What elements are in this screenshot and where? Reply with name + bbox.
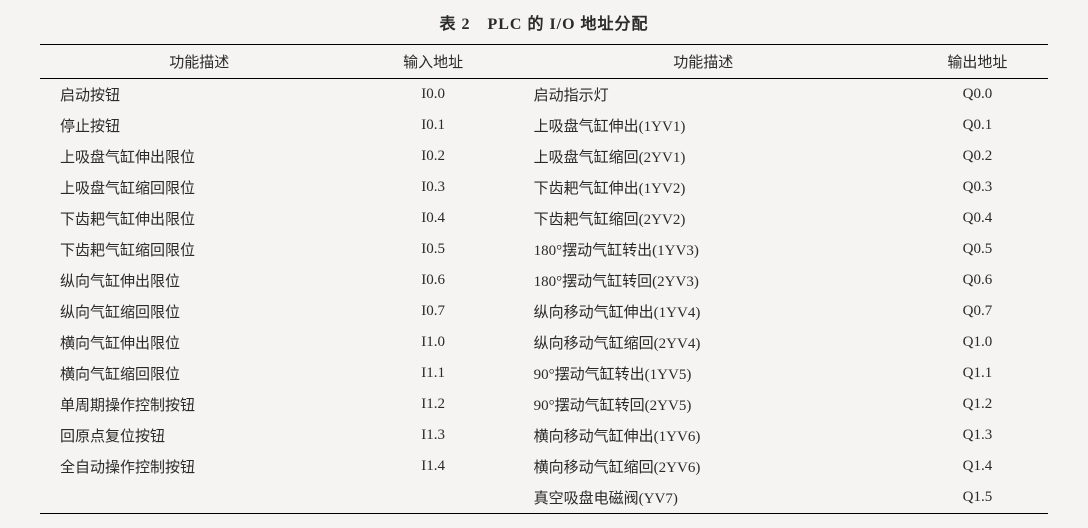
cell-func-right: 下齿耙气缸缩回(2YV2) [504, 203, 907, 234]
table-row: 横向气缸伸出限位I1.0纵向移动气缸缩回(2YV4)Q1.0 [40, 327, 1048, 358]
cell-func-left: 全自动操作控制按钮 [40, 451, 363, 482]
header-addr-out: 输出地址 [907, 45, 1048, 79]
cell-addr-out: Q1.4 [907, 451, 1048, 482]
cell-addr-out: Q1.5 [907, 482, 1048, 514]
cell-func-left: 回原点复位按钮 [40, 420, 363, 451]
cell-addr-in: I0.1 [363, 110, 504, 141]
cell-func-left: 上吸盘气缸伸出限位 [40, 141, 363, 172]
cell-addr-out: Q1.3 [907, 420, 1048, 451]
cell-addr-in: I1.3 [363, 420, 504, 451]
cell-func-left [40, 482, 363, 514]
cell-func-right: 下齿耙气缸伸出(1YV2) [504, 172, 907, 203]
cell-addr-out: Q0.0 [907, 79, 1048, 111]
cell-func-right: 90°摆动气缸转回(2YV5) [504, 389, 907, 420]
table-row: 启动按钮I0.0启动指示灯Q0.0 [40, 79, 1048, 111]
cell-func-left: 纵向气缸缩回限位 [40, 296, 363, 327]
table-row: 纵向气缸伸出限位I0.6180°摆动气缸转回(2YV3)Q0.6 [40, 265, 1048, 296]
table-row: 停止按钮I0.1上吸盘气缸伸出(1YV1)Q0.1 [40, 110, 1048, 141]
cell-addr-in: I0.3 [363, 172, 504, 203]
cell-addr-out: Q1.0 [907, 327, 1048, 358]
table-row: 单周期操作控制按钮I1.290°摆动气缸转回(2YV5)Q1.2 [40, 389, 1048, 420]
table-row: 全自动操作控制按钮I1.4横向移动气缸缩回(2YV6)Q1.4 [40, 451, 1048, 482]
cell-addr-in: I0.4 [363, 203, 504, 234]
cell-func-right: 真空吸盘电磁阀(YV7) [504, 482, 907, 514]
cell-addr-in: I1.2 [363, 389, 504, 420]
cell-addr-in: I0.5 [363, 234, 504, 265]
cell-addr-out: Q0.7 [907, 296, 1048, 327]
cell-func-left: 单周期操作控制按钮 [40, 389, 363, 420]
cell-func-right: 横向移动气缸缩回(2YV6) [504, 451, 907, 482]
cell-func-left: 纵向气缸伸出限位 [40, 265, 363, 296]
table-row: 真空吸盘电磁阀(YV7)Q1.5 [40, 482, 1048, 514]
cell-func-left: 上吸盘气缸缩回限位 [40, 172, 363, 203]
cell-addr-in: I0.7 [363, 296, 504, 327]
table-caption: 表 2 PLC 的 I/O 地址分配 [40, 10, 1048, 34]
table-row: 上吸盘气缸缩回限位I0.3下齿耙气缸伸出(1YV2)Q0.3 [40, 172, 1048, 203]
cell-addr-out: Q1.1 [907, 358, 1048, 389]
cell-addr-in: I0.6 [363, 265, 504, 296]
cell-addr-in: I1.1 [363, 358, 504, 389]
cell-func-right: 上吸盘气缸伸出(1YV1) [504, 110, 907, 141]
table-body: 启动按钮I0.0启动指示灯Q0.0停止按钮I0.1上吸盘气缸伸出(1YV1)Q0… [40, 79, 1048, 514]
io-allocation-table: 功能描述 输入地址 功能描述 输出地址 启动按钮I0.0启动指示灯Q0.0停止按… [40, 44, 1048, 514]
table-row: 回原点复位按钮I1.3横向移动气缸伸出(1YV6)Q1.3 [40, 420, 1048, 451]
cell-addr-out: Q1.2 [907, 389, 1048, 420]
cell-func-left: 停止按钮 [40, 110, 363, 141]
cell-func-right: 上吸盘气缸缩回(2YV1) [504, 141, 907, 172]
cell-func-right: 纵向移动气缸伸出(1YV4) [504, 296, 907, 327]
cell-addr-in: I1.4 [363, 451, 504, 482]
cell-func-right: 纵向移动气缸缩回(2YV4) [504, 327, 907, 358]
cell-func-left: 下齿耙气缸伸出限位 [40, 203, 363, 234]
cell-func-right: 180°摆动气缸转回(2YV3) [504, 265, 907, 296]
table-row: 下齿耙气缸缩回限位I0.5180°摆动气缸转出(1YV3)Q0.5 [40, 234, 1048, 265]
cell-addr-out: Q0.1 [907, 110, 1048, 141]
table-row: 纵向气缸缩回限位I0.7纵向移动气缸伸出(1YV4)Q0.7 [40, 296, 1048, 327]
cell-func-left: 横向气缸缩回限位 [40, 358, 363, 389]
cell-func-left: 启动按钮 [40, 79, 363, 111]
header-addr-in: 输入地址 [363, 45, 504, 79]
cell-func-right: 90°摆动气缸转出(1YV5) [504, 358, 907, 389]
cell-addr-out: Q0.2 [907, 141, 1048, 172]
table-header-row: 功能描述 输入地址 功能描述 输出地址 [40, 45, 1048, 79]
cell-func-right: 启动指示灯 [504, 79, 907, 111]
header-func-right: 功能描述 [504, 45, 907, 79]
cell-addr-in [363, 482, 504, 514]
cell-func-left: 横向气缸伸出限位 [40, 327, 363, 358]
table-row: 横向气缸缩回限位I1.190°摆动气缸转出(1YV5)Q1.1 [40, 358, 1048, 389]
cell-addr-out: Q0.5 [907, 234, 1048, 265]
table-row: 下齿耙气缸伸出限位I0.4下齿耙气缸缩回(2YV2)Q0.4 [40, 203, 1048, 234]
cell-func-right: 180°摆动气缸转出(1YV3) [504, 234, 907, 265]
cell-func-left: 下齿耙气缸缩回限位 [40, 234, 363, 265]
cell-addr-out: Q0.4 [907, 203, 1048, 234]
cell-func-right: 横向移动气缸伸出(1YV6) [504, 420, 907, 451]
cell-addr-in: I0.0 [363, 79, 504, 111]
cell-addr-out: Q0.6 [907, 265, 1048, 296]
table-row: 上吸盘气缸伸出限位I0.2上吸盘气缸缩回(2YV1)Q0.2 [40, 141, 1048, 172]
cell-addr-in: I1.0 [363, 327, 504, 358]
header-func-left: 功能描述 [40, 45, 363, 79]
cell-addr-out: Q0.3 [907, 172, 1048, 203]
cell-addr-in: I0.2 [363, 141, 504, 172]
